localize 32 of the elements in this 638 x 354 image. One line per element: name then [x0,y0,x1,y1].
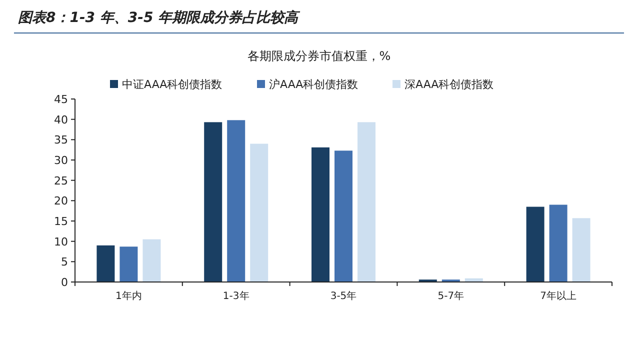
x-tick-label: 1-3年 [222,290,250,302]
bar [204,122,222,282]
y-tick-label: 45 [54,93,68,106]
bar [572,218,590,282]
y-tick-label: 25 [54,174,68,188]
y-tick-label: 0 [61,276,68,289]
bar [334,150,352,282]
x-tick-label: 3-5年 [330,290,357,302]
y-tick-label: 5 [61,256,68,269]
y-tick-label: 40 [54,113,68,126]
bar [96,245,115,282]
bar [526,206,544,282]
bar [549,204,568,282]
bar [120,246,138,282]
bar [358,122,376,282]
x-tick-label: 5-7年 [438,290,464,302]
y-tick-label: 10 [54,235,68,248]
y-tick-label: 35 [54,134,68,147]
legend-label: 深AAA科创债指数 [404,78,494,91]
bar [142,239,161,282]
bar [227,120,246,282]
y-tick-label: 20 [54,194,68,208]
chart-subtitle: 各期限成分券市值权重，% [247,49,391,63]
chart-title: 图表8：1-3 年、3-5 年期限成分券占比较高 [18,9,302,26]
x-tick-label: 7年以上 [540,290,576,302]
bar [250,144,268,282]
y-tick-label: 30 [54,154,68,167]
bar [312,147,330,282]
y-tick-label: 15 [54,215,68,228]
legend-label: 沪AAA科创债指数 [269,78,358,91]
x-tick-label: 1年内 [116,290,142,302]
legend-label: 中证AAA科创债指数 [122,78,222,91]
